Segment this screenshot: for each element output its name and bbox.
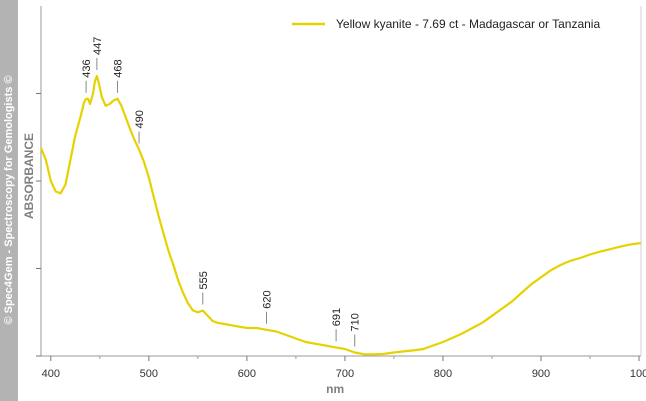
x-tick-label: 900 — [532, 368, 550, 380]
spectrum-series-line — [39, 74, 641, 356]
legend: Yellow kyanite - 7.69 ct - Madagascar or… — [292, 17, 600, 31]
peak-label: 620 — [261, 290, 273, 308]
y-axis-title: ABSORBANCE — [22, 133, 36, 219]
x-tick-label: 600 — [238, 368, 256, 380]
x-tick-label: 400 — [42, 368, 60, 380]
spectrum-line-layer — [39, 74, 641, 356]
peak-label: 691 — [331, 308, 343, 326]
peak-label: 468 — [112, 59, 124, 77]
peak-label: 490 — [134, 110, 146, 128]
legend-label: Yellow kyanite - 7.69 ct - Madagascar or… — [336, 17, 600, 31]
x-tick-label: 800 — [434, 368, 452, 380]
peak-label: 436 — [81, 59, 93, 77]
x-axis-title: nm — [326, 382, 344, 396]
peak-label: 555 — [198, 271, 210, 289]
peak-annotations: 436 447 468 490 555 620 691 710 — [81, 37, 362, 347]
watermark-sidebar: © Spec4Gem - Spectroscopy for Gemologist… — [0, 0, 18, 401]
peak-label: 447 — [92, 37, 104, 55]
x-tick-label: 100 — [630, 368, 646, 380]
x-tick-label: 700 — [336, 368, 354, 380]
axes: 400 500 600 700 800 900 100 nm ABSORBANCE — [22, 6, 646, 396]
peak-label: 710 — [350, 313, 362, 331]
x-tick-label: 500 — [140, 368, 158, 380]
